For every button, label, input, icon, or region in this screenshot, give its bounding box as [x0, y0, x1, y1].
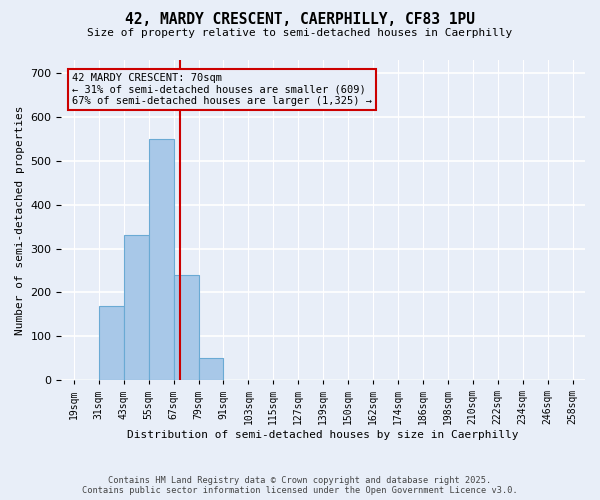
- Text: Contains HM Land Registry data © Crown copyright and database right 2025.
Contai: Contains HM Land Registry data © Crown c…: [82, 476, 518, 495]
- X-axis label: Distribution of semi-detached houses by size in Caerphilly: Distribution of semi-detached houses by …: [127, 430, 519, 440]
- Y-axis label: Number of semi-detached properties: Number of semi-detached properties: [15, 106, 25, 335]
- Bar: [173, 275, 199, 380]
- Text: 42, MARDY CRESCENT, CAERPHILLY, CF83 1PU: 42, MARDY CRESCENT, CAERPHILLY, CF83 1PU: [125, 12, 475, 28]
- Bar: [124, 236, 149, 380]
- Text: 42 MARDY CRESCENT: 70sqm
← 31% of semi-detached houses are smaller (609)
67% of : 42 MARDY CRESCENT: 70sqm ← 31% of semi-d…: [72, 73, 372, 106]
- Text: Size of property relative to semi-detached houses in Caerphilly: Size of property relative to semi-detach…: [88, 28, 512, 38]
- Bar: [149, 139, 173, 380]
- Bar: [99, 306, 124, 380]
- Bar: [199, 358, 223, 380]
